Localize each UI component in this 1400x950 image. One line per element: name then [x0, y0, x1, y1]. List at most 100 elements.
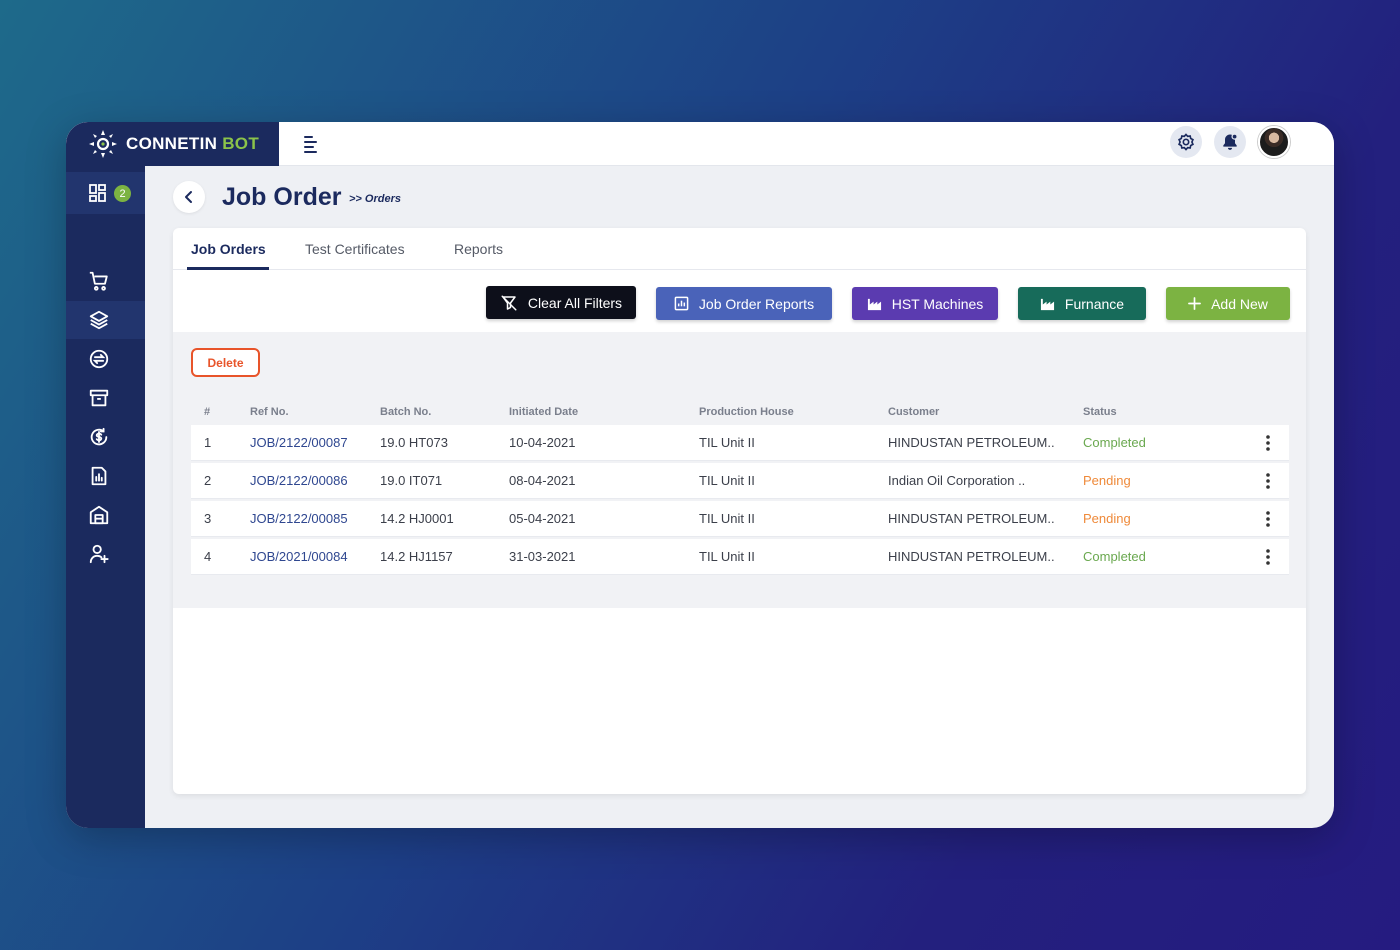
brand-name: CONNETIN BOT: [126, 134, 260, 153]
customer: HINDUSTAN PETROLEUM..: [888, 549, 1055, 564]
column-header-number: #: [204, 406, 211, 418]
delete-button[interactable]: Delete: [191, 348, 260, 377]
layers-icon: [89, 310, 109, 330]
batch-number: 19.0 IT071: [380, 473, 443, 488]
user-avatar[interactable]: [1258, 126, 1290, 158]
sidebar-item-finance[interactable]: [66, 418, 145, 456]
column-header-status[interactable]: Status: [1083, 406, 1117, 418]
status-label: Completed: [1083, 435, 1146, 450]
cart-icon: [89, 271, 108, 291]
ref-link[interactable]: JOB/2122/00085: [250, 511, 348, 526]
hst-machines-label: HST Machines: [891, 295, 984, 312]
page-title: Job Order: [222, 183, 342, 211]
chevron-left-icon: [185, 191, 192, 203]
menu-toggle-icon[interactable]: [301, 133, 323, 155]
settings-button[interactable]: [1170, 126, 1202, 158]
report-chart-icon: [91, 466, 107, 486]
tab-test-certificates[interactable]: Test Certificates: [305, 241, 405, 257]
bell-icon: [1223, 133, 1238, 150]
column-header-production-house[interactable]: Production House: [699, 406, 794, 418]
gear-icon: [1178, 133, 1194, 151]
batch-number: 14.2 HJ1157: [380, 549, 453, 564]
add-new-label: Add New: [1211, 295, 1268, 312]
exchange-icon: [89, 349, 109, 369]
status-label: Pending: [1083, 473, 1131, 488]
production-house: TIL Unit II: [699, 549, 755, 564]
sidebar-item-archive[interactable]: [66, 379, 145, 417]
batch-number: 14.2 HJ0001: [380, 511, 454, 526]
back-button[interactable]: [173, 181, 205, 213]
row-number: 2: [204, 473, 212, 488]
archive-icon: [89, 389, 109, 407]
tab-job-orders[interactable]: Job Orders: [191, 241, 266, 257]
add-user-icon: [89, 544, 109, 564]
brand[interactable]: CONNETIN BOT: [66, 122, 279, 166]
table-row[interactable]: 2 JOB/2122/00086 19.0 IT071 08-04-2021 T…: [191, 463, 1289, 498]
table-row[interactable]: 1 JOB/2122/00087 19.0 HT073 10-04-2021 T…: [191, 425, 1289, 460]
ref-link[interactable]: JOB/2122/00086: [250, 473, 348, 488]
sidebar-item-add-user[interactable]: [66, 535, 145, 573]
customer: Indian Oil Corporation ..: [888, 473, 1026, 488]
job-order-reports-button[interactable]: Job Order Reports: [656, 287, 832, 320]
furnance-button[interactable]: Furnance: [1018, 287, 1146, 320]
more-vertical-icon[interactable]: [1262, 510, 1274, 528]
table-row[interactable]: 3 JOB/2122/00085 14.2 HJ0001 05-04-2021 …: [191, 501, 1289, 536]
dashboard-grid-icon: [89, 184, 106, 202]
production-house: TIL Unit II: [699, 511, 755, 526]
hst-machines-button[interactable]: HST Machines: [852, 287, 998, 320]
customer: HINDUSTAN PETROLEUM..: [888, 435, 1055, 450]
breadcrumb[interactable]: >> Orders: [349, 193, 401, 205]
column-header-customer[interactable]: Customer: [888, 406, 940, 418]
table-row[interactable]: 4 JOB/2021/00084 14.2 HJ1157 31-03-2021 …: [191, 539, 1289, 574]
brand-logo-icon: [89, 130, 117, 158]
initiated-date: 05-04-2021: [509, 511, 576, 526]
sidebar-item-warehouse[interactable]: [66, 496, 145, 534]
initiated-date: 10-04-2021: [509, 435, 576, 450]
sidebar-item-reports[interactable]: [66, 457, 145, 495]
batch-number: 19.0 HT073: [380, 435, 448, 450]
add-new-button[interactable]: Add New: [1166, 287, 1290, 320]
furnance-label: Furnance: [1064, 295, 1125, 312]
top-icons: [1170, 126, 1290, 158]
report-icon: [674, 296, 689, 311]
top-bar: CONNETIN BOT: [66, 122, 1334, 166]
initiated-date: 08-04-2021: [509, 473, 576, 488]
sidebar-item-layers[interactable]: [66, 301, 145, 339]
more-vertical-icon[interactable]: [1262, 472, 1274, 490]
main-card: Job Orders Test Certificates Reports Cle…: [173, 228, 1306, 794]
production-house: TIL Unit II: [699, 435, 755, 450]
factory-icon: [867, 298, 881, 311]
more-vertical-icon[interactable]: [1262, 434, 1274, 452]
factory-icon: [1040, 298, 1054, 311]
row-number: 1: [204, 435, 212, 450]
plus-icon: [1188, 297, 1202, 310]
sidebar-item-cart[interactable]: [66, 262, 145, 300]
currency-cycle-icon: [90, 427, 108, 446]
ref-link[interactable]: JOB/2122/00087: [250, 435, 348, 450]
job-order-reports-label: Job Order Reports: [698, 295, 815, 312]
ref-link[interactable]: JOB/2021/00084: [250, 549, 348, 564]
filter-off-icon: [501, 295, 517, 310]
tab-bar: Job Orders Test Certificates Reports: [173, 228, 1306, 270]
row-number: 4: [204, 549, 212, 564]
clear-filters-button[interactable]: Clear All Filters: [486, 286, 636, 319]
sidebar: 2: [66, 166, 145, 828]
column-header-ref[interactable]: Ref No.: [250, 406, 289, 418]
app-window: CONNETIN BOT: [66, 122, 1334, 828]
column-header-batch[interactable]: Batch No.: [380, 406, 432, 418]
customer: HINDUSTAN PETROLEUM..: [888, 511, 1055, 526]
column-header-date[interactable]: Initiated Date: [509, 406, 579, 418]
status-label: Completed: [1083, 549, 1146, 564]
tab-reports[interactable]: Reports: [454, 241, 504, 257]
production-house: TIL Unit II: [699, 473, 755, 488]
more-vertical-icon[interactable]: [1262, 548, 1274, 566]
sidebar-item-exchange[interactable]: [66, 340, 145, 378]
sidebar-item-dashboard[interactable]: 2: [66, 172, 145, 214]
status-label: Pending: [1083, 511, 1131, 526]
table-area: Delete # Ref No. Batch No. Initiated Dat…: [173, 332, 1306, 608]
row-number: 3: [204, 511, 212, 526]
clear-filters-label: Clear All Filters: [527, 294, 623, 311]
active-tab-indicator: [187, 267, 269, 270]
notifications-button[interactable]: [1214, 126, 1246, 158]
warehouse-icon: [89, 505, 109, 525]
